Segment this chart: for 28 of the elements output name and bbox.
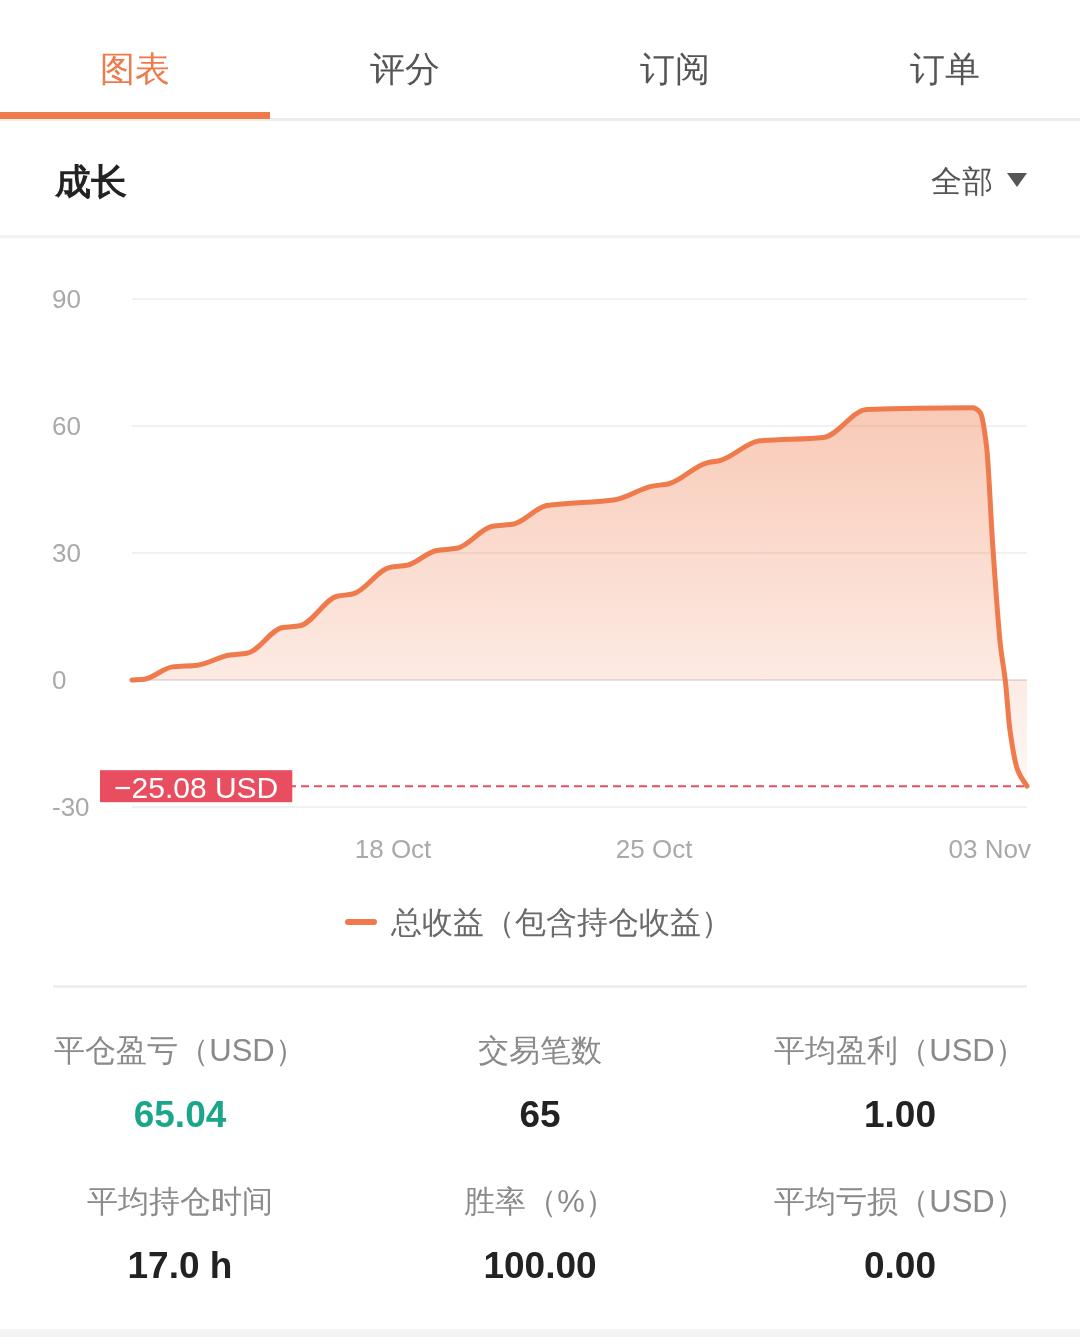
legend-label: 总收益（包含持仓收益） xyxy=(390,904,732,940)
ref-line-label: −25.08 USD xyxy=(114,770,279,804)
text: 0.00 xyxy=(863,1244,937,1286)
text: 评分 xyxy=(370,48,440,88)
text: 平均持仓时间 xyxy=(87,1183,273,1219)
text: 订阅 xyxy=(640,48,710,88)
x-tick-label: 03 Nov xyxy=(948,834,1031,864)
y-tick-label: 30 xyxy=(52,538,81,568)
text: 65.04 xyxy=(133,1093,227,1135)
text: 65 xyxy=(519,1093,561,1135)
y-tick-label: 90 xyxy=(52,284,81,314)
x-tick-label: 18 Oct xyxy=(354,834,433,864)
text: 订单 xyxy=(910,48,980,88)
text: 胜率（%） xyxy=(464,1183,616,1219)
text: 平均盈利（USD） xyxy=(774,1032,1026,1068)
text: 平仓盈亏（USD） xyxy=(54,1032,306,1068)
text: 17.0 h xyxy=(127,1244,233,1286)
text: 100.00 xyxy=(483,1244,597,1286)
text: 平均亏损（USD） xyxy=(774,1183,1026,1219)
y-tick-label: 0 xyxy=(52,665,67,695)
y-tick-label: -30 xyxy=(52,792,90,822)
y-tick-label: 60 xyxy=(52,411,81,441)
text: 交易笔数 xyxy=(478,1032,602,1068)
chart-subtitle: 全部 xyxy=(931,163,993,199)
text: 图表 xyxy=(100,48,170,88)
x-tick-label: 25 Oct xyxy=(615,834,694,864)
chart-title: 成长 xyxy=(54,160,127,202)
text: 1.00 xyxy=(863,1093,937,1135)
